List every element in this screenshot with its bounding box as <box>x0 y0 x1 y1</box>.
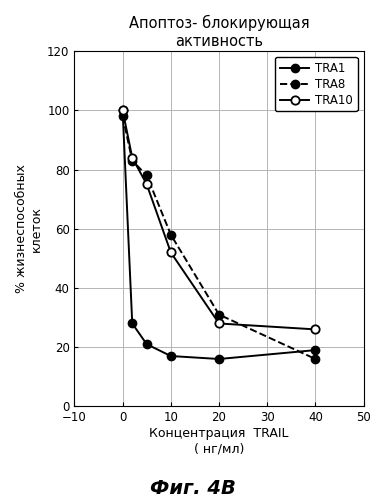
Title: Апоптоз- блокирующая
активность: Апоптоз- блокирующая активность <box>129 15 309 48</box>
TRA8 <box>144 172 149 178</box>
Y-axis label: % жизнеспособных
клеток: % жизнеспособных клеток <box>15 164 43 293</box>
TRA1 <box>130 320 135 326</box>
TRA1 <box>120 108 125 114</box>
TRA8 <box>217 312 221 318</box>
TRA10 <box>217 320 221 326</box>
TRA8 <box>130 158 135 164</box>
TRA1 <box>217 356 221 362</box>
TRA1 <box>169 353 173 359</box>
TRA10 <box>144 182 149 188</box>
X-axis label: Концентрация  TRAIL
( нг/мл): Концентрация TRAIL ( нг/мл) <box>149 427 289 455</box>
TRA10 <box>130 154 135 160</box>
Line: TRA10: TRA10 <box>119 106 320 334</box>
TRA1 <box>144 341 149 347</box>
Line: TRA8: TRA8 <box>119 112 320 363</box>
Line: TRA1: TRA1 <box>119 106 320 363</box>
Legend: TRA1, TRA8, TRA10: TRA1, TRA8, TRA10 <box>275 57 358 112</box>
TRA8 <box>313 356 318 362</box>
TRA1 <box>313 347 318 353</box>
TRA10 <box>120 108 125 114</box>
TRA10 <box>313 326 318 332</box>
TRA8 <box>120 113 125 119</box>
TRA10 <box>169 250 173 256</box>
TRA8 <box>169 232 173 237</box>
Text: Фиг. 4В: Фиг. 4В <box>150 478 236 498</box>
